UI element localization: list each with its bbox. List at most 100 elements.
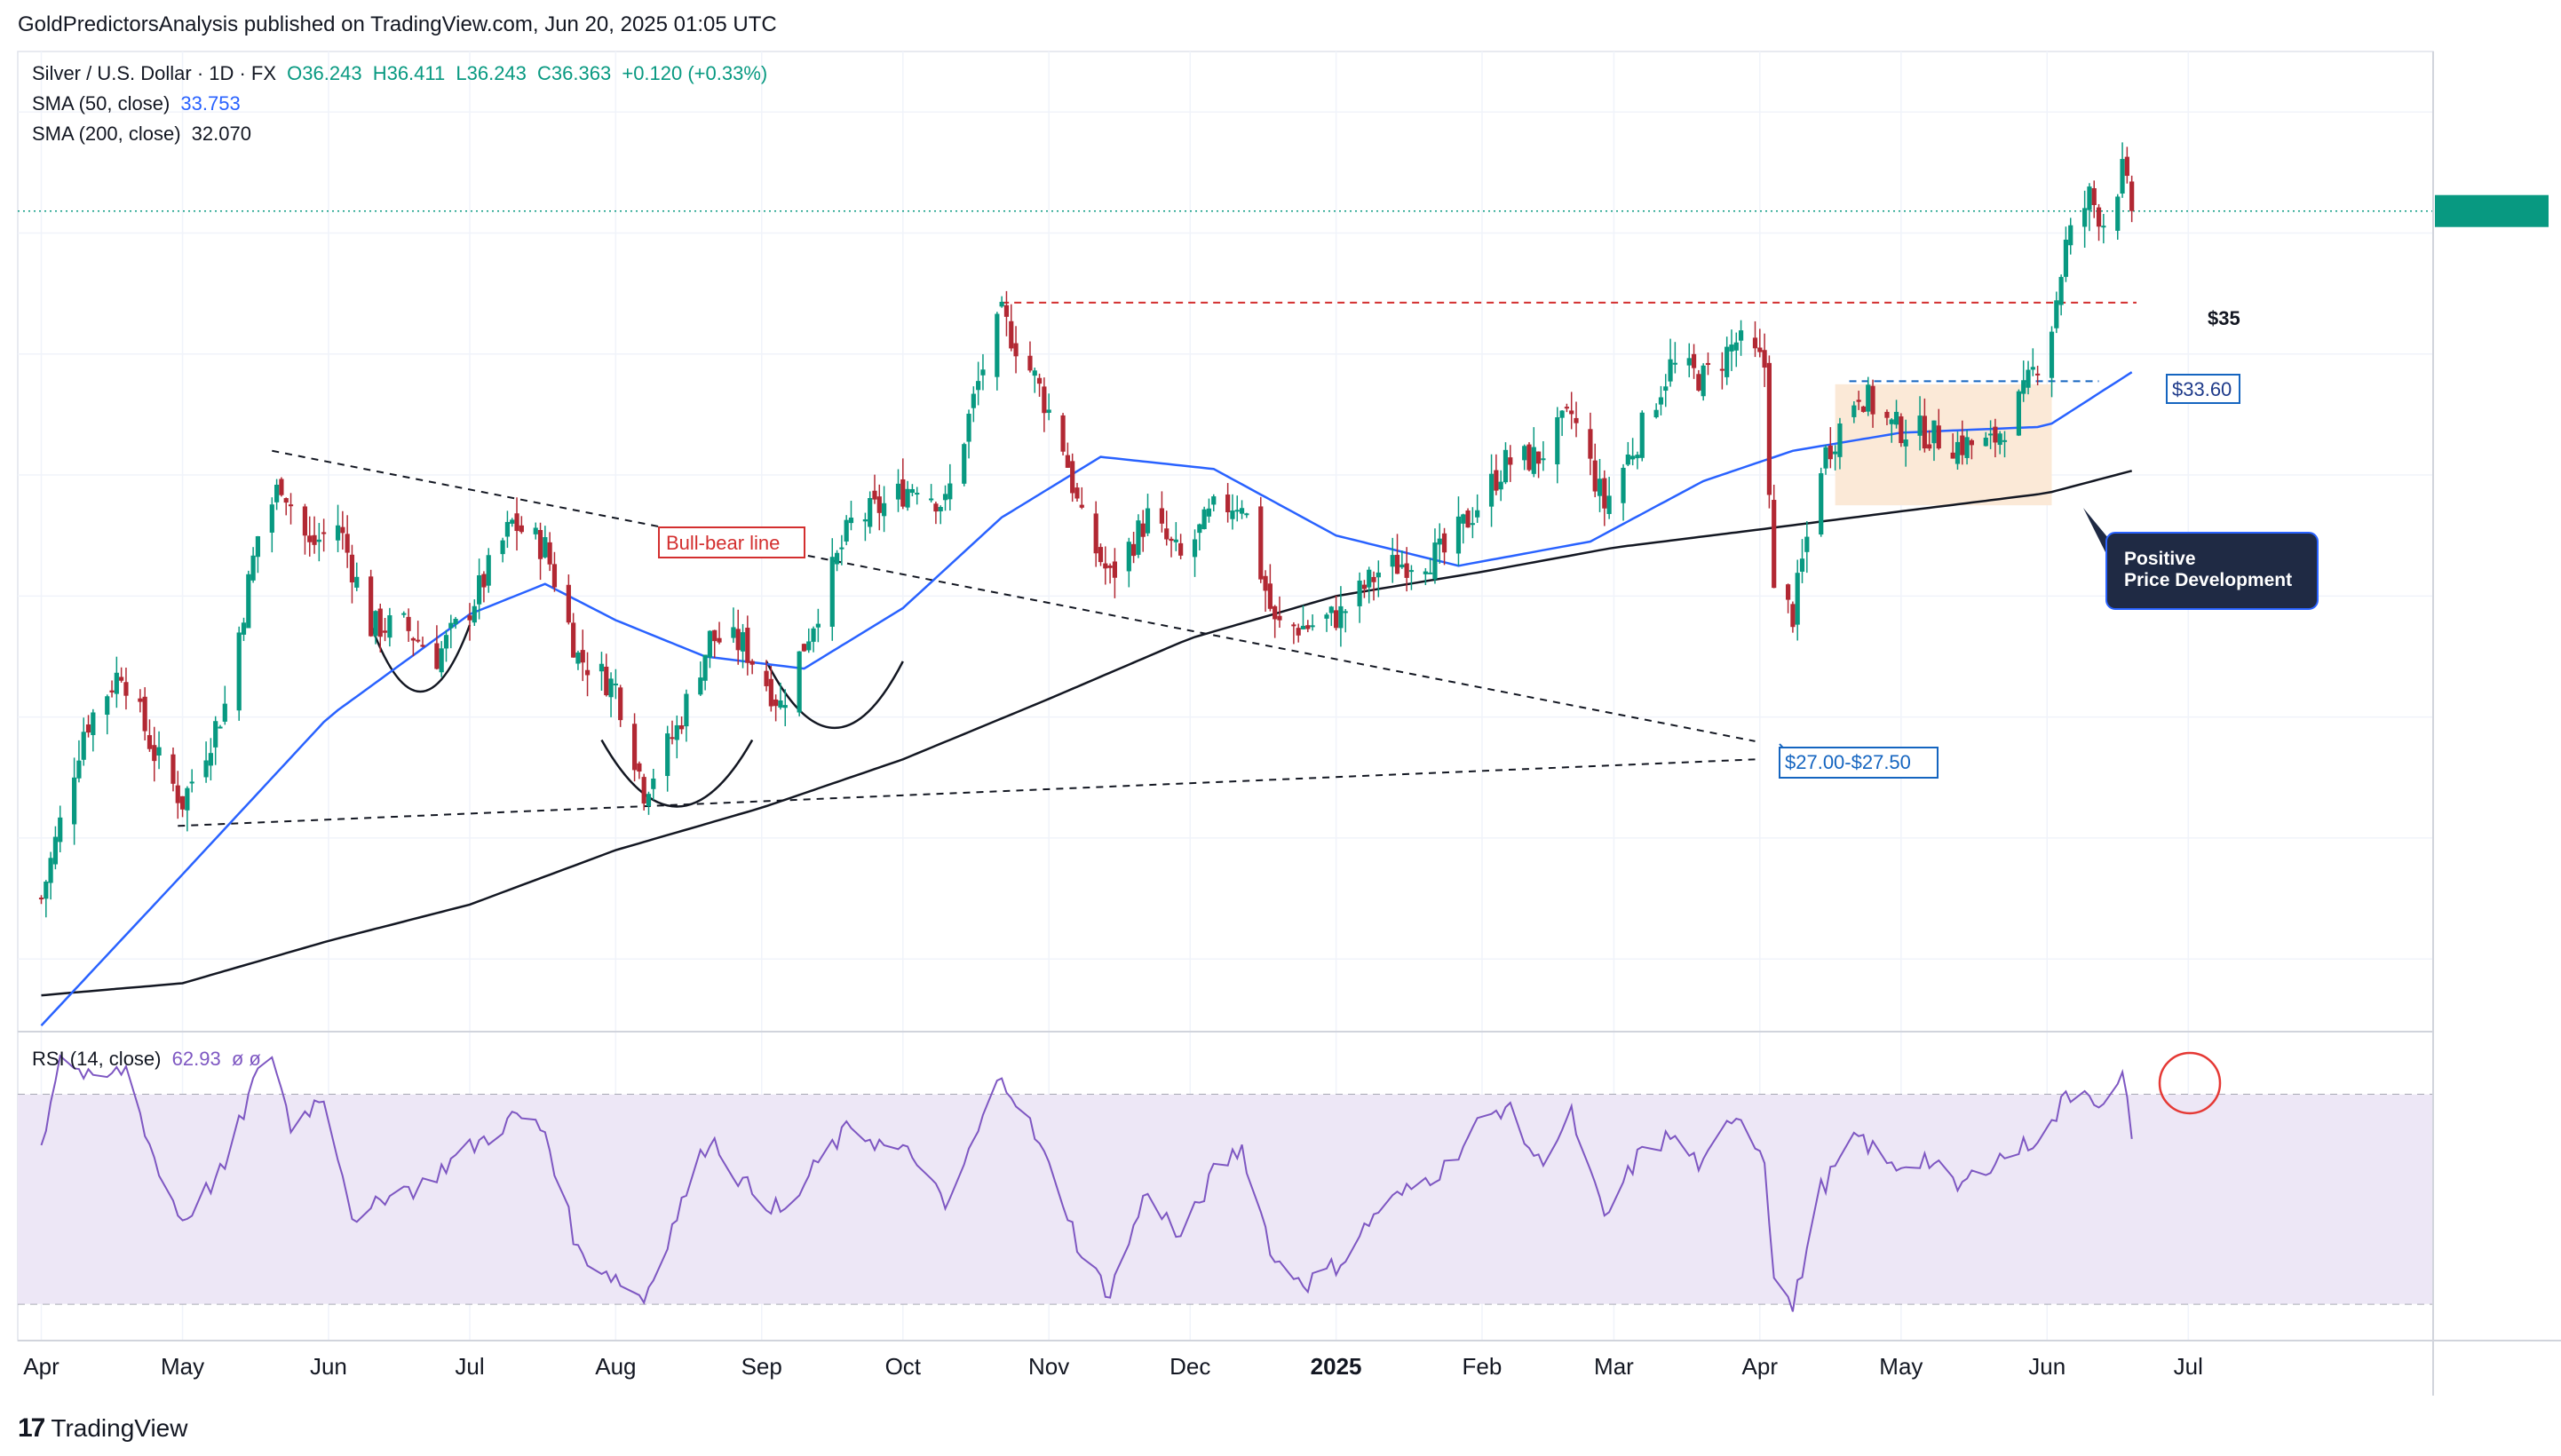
candle-body xyxy=(1733,342,1739,351)
candle-body xyxy=(1701,365,1706,397)
sma200-line xyxy=(41,470,2133,997)
open-value: O36.243 xyxy=(287,62,362,84)
candle-body xyxy=(504,521,511,537)
candle-body xyxy=(1470,523,1475,526)
candle-body xyxy=(1197,524,1202,534)
candle-body xyxy=(980,369,986,376)
candle-body xyxy=(1738,330,1744,341)
candle-body xyxy=(1230,510,1235,519)
candle-body xyxy=(735,629,741,651)
candle-body xyxy=(1993,426,1998,443)
candle-body xyxy=(1719,368,1725,371)
candle-body xyxy=(1338,605,1344,629)
candle-body xyxy=(1630,455,1636,460)
candle-body xyxy=(142,696,147,732)
candle-body xyxy=(1136,520,1141,555)
last-price-tag xyxy=(2435,194,2549,227)
sma200-label: SMA (200, close) xyxy=(32,123,181,145)
candle-body xyxy=(1569,410,1574,415)
support-trend-line xyxy=(178,758,1756,827)
candle-body xyxy=(1823,447,1828,469)
candle-body xyxy=(1042,386,1047,414)
tradingview-logo[interactable]: 17 TradingView xyxy=(18,1413,187,1444)
axes xyxy=(18,51,2561,1396)
candle-body xyxy=(175,785,180,803)
candle-body xyxy=(406,616,411,631)
candle-body xyxy=(1324,614,1329,619)
candle-body xyxy=(895,483,901,500)
candle-body xyxy=(1663,386,1669,392)
candle-body xyxy=(345,534,350,553)
candle-body xyxy=(58,817,63,843)
candle-body xyxy=(1927,444,1932,449)
candle-body xyxy=(995,313,1000,377)
candle-body xyxy=(1305,625,1311,629)
candle-body xyxy=(1206,508,1212,517)
candle-body xyxy=(382,630,388,633)
month-label: Nov xyxy=(1028,1353,1069,1380)
candle-body xyxy=(1658,397,1664,405)
high-value: H36.411 xyxy=(372,62,446,84)
candle-body xyxy=(971,393,976,408)
candle-body xyxy=(443,635,449,649)
candle-body xyxy=(1705,362,1711,365)
candle-body xyxy=(604,666,609,696)
candle-body xyxy=(1866,384,1871,412)
candle-body xyxy=(2082,208,2088,227)
candle-body xyxy=(481,574,487,588)
candle-body xyxy=(1936,425,1941,449)
candle-body xyxy=(773,699,779,707)
candle-body xyxy=(236,632,242,711)
month-label: May xyxy=(1879,1353,1923,1380)
candle-body xyxy=(1277,615,1282,621)
candle-body xyxy=(1404,563,1409,578)
candle-body xyxy=(575,652,581,664)
candle-body xyxy=(1592,460,1598,492)
candle-body xyxy=(1588,429,1593,459)
month-label: Jul xyxy=(455,1353,484,1380)
candle-body xyxy=(340,526,345,534)
sma200-legend[interactable]: SMA (200, close) 32.070 xyxy=(32,123,257,146)
candle-body xyxy=(1140,523,1146,537)
symbol-legend: Silver / U.S. Dollar · 1D · FX O36.243 H… xyxy=(32,62,773,85)
candle-body xyxy=(999,301,1004,307)
candle-body xyxy=(797,651,802,713)
candle-body xyxy=(119,677,124,681)
candle-body xyxy=(1639,412,1645,458)
candle-body xyxy=(1432,542,1438,580)
candle-body xyxy=(1488,473,1495,507)
candle-body xyxy=(782,705,788,708)
candle-body xyxy=(152,745,157,762)
candle-body xyxy=(1522,446,1527,461)
trend-lines xyxy=(18,210,2433,827)
candle-body xyxy=(2035,373,2041,376)
candle-body xyxy=(44,882,49,899)
candle-body xyxy=(38,898,44,900)
candle-body xyxy=(222,703,227,722)
rsi-legend[interactable]: RSI (14, close) 62.93 ø ø xyxy=(32,1048,266,1071)
candle-body xyxy=(1884,411,1890,418)
candle-body xyxy=(1310,625,1315,628)
candle-body xyxy=(1691,353,1697,368)
candle-body xyxy=(1903,439,1908,447)
sma50-legend[interactable]: SMA (50, close) 33.753 xyxy=(32,92,246,115)
candle-body xyxy=(1772,500,1777,589)
candle-body xyxy=(2026,369,2031,388)
candle-body xyxy=(1541,458,1546,461)
candle-body xyxy=(2129,181,2135,211)
candle-body xyxy=(213,721,218,748)
candle-body xyxy=(571,622,576,658)
candle-body xyxy=(1564,407,1570,409)
candle-body xyxy=(829,557,835,627)
candle-body xyxy=(1065,455,1070,468)
candle-body xyxy=(307,535,313,542)
candle-body xyxy=(1357,580,1362,606)
candle-body xyxy=(749,661,755,665)
candle-body xyxy=(1239,508,1245,514)
candle-body xyxy=(2120,159,2125,194)
month-label: Mar xyxy=(1594,1353,1634,1380)
candle-body xyxy=(1597,479,1603,496)
candle-body xyxy=(369,576,374,637)
candle-body xyxy=(679,725,685,730)
